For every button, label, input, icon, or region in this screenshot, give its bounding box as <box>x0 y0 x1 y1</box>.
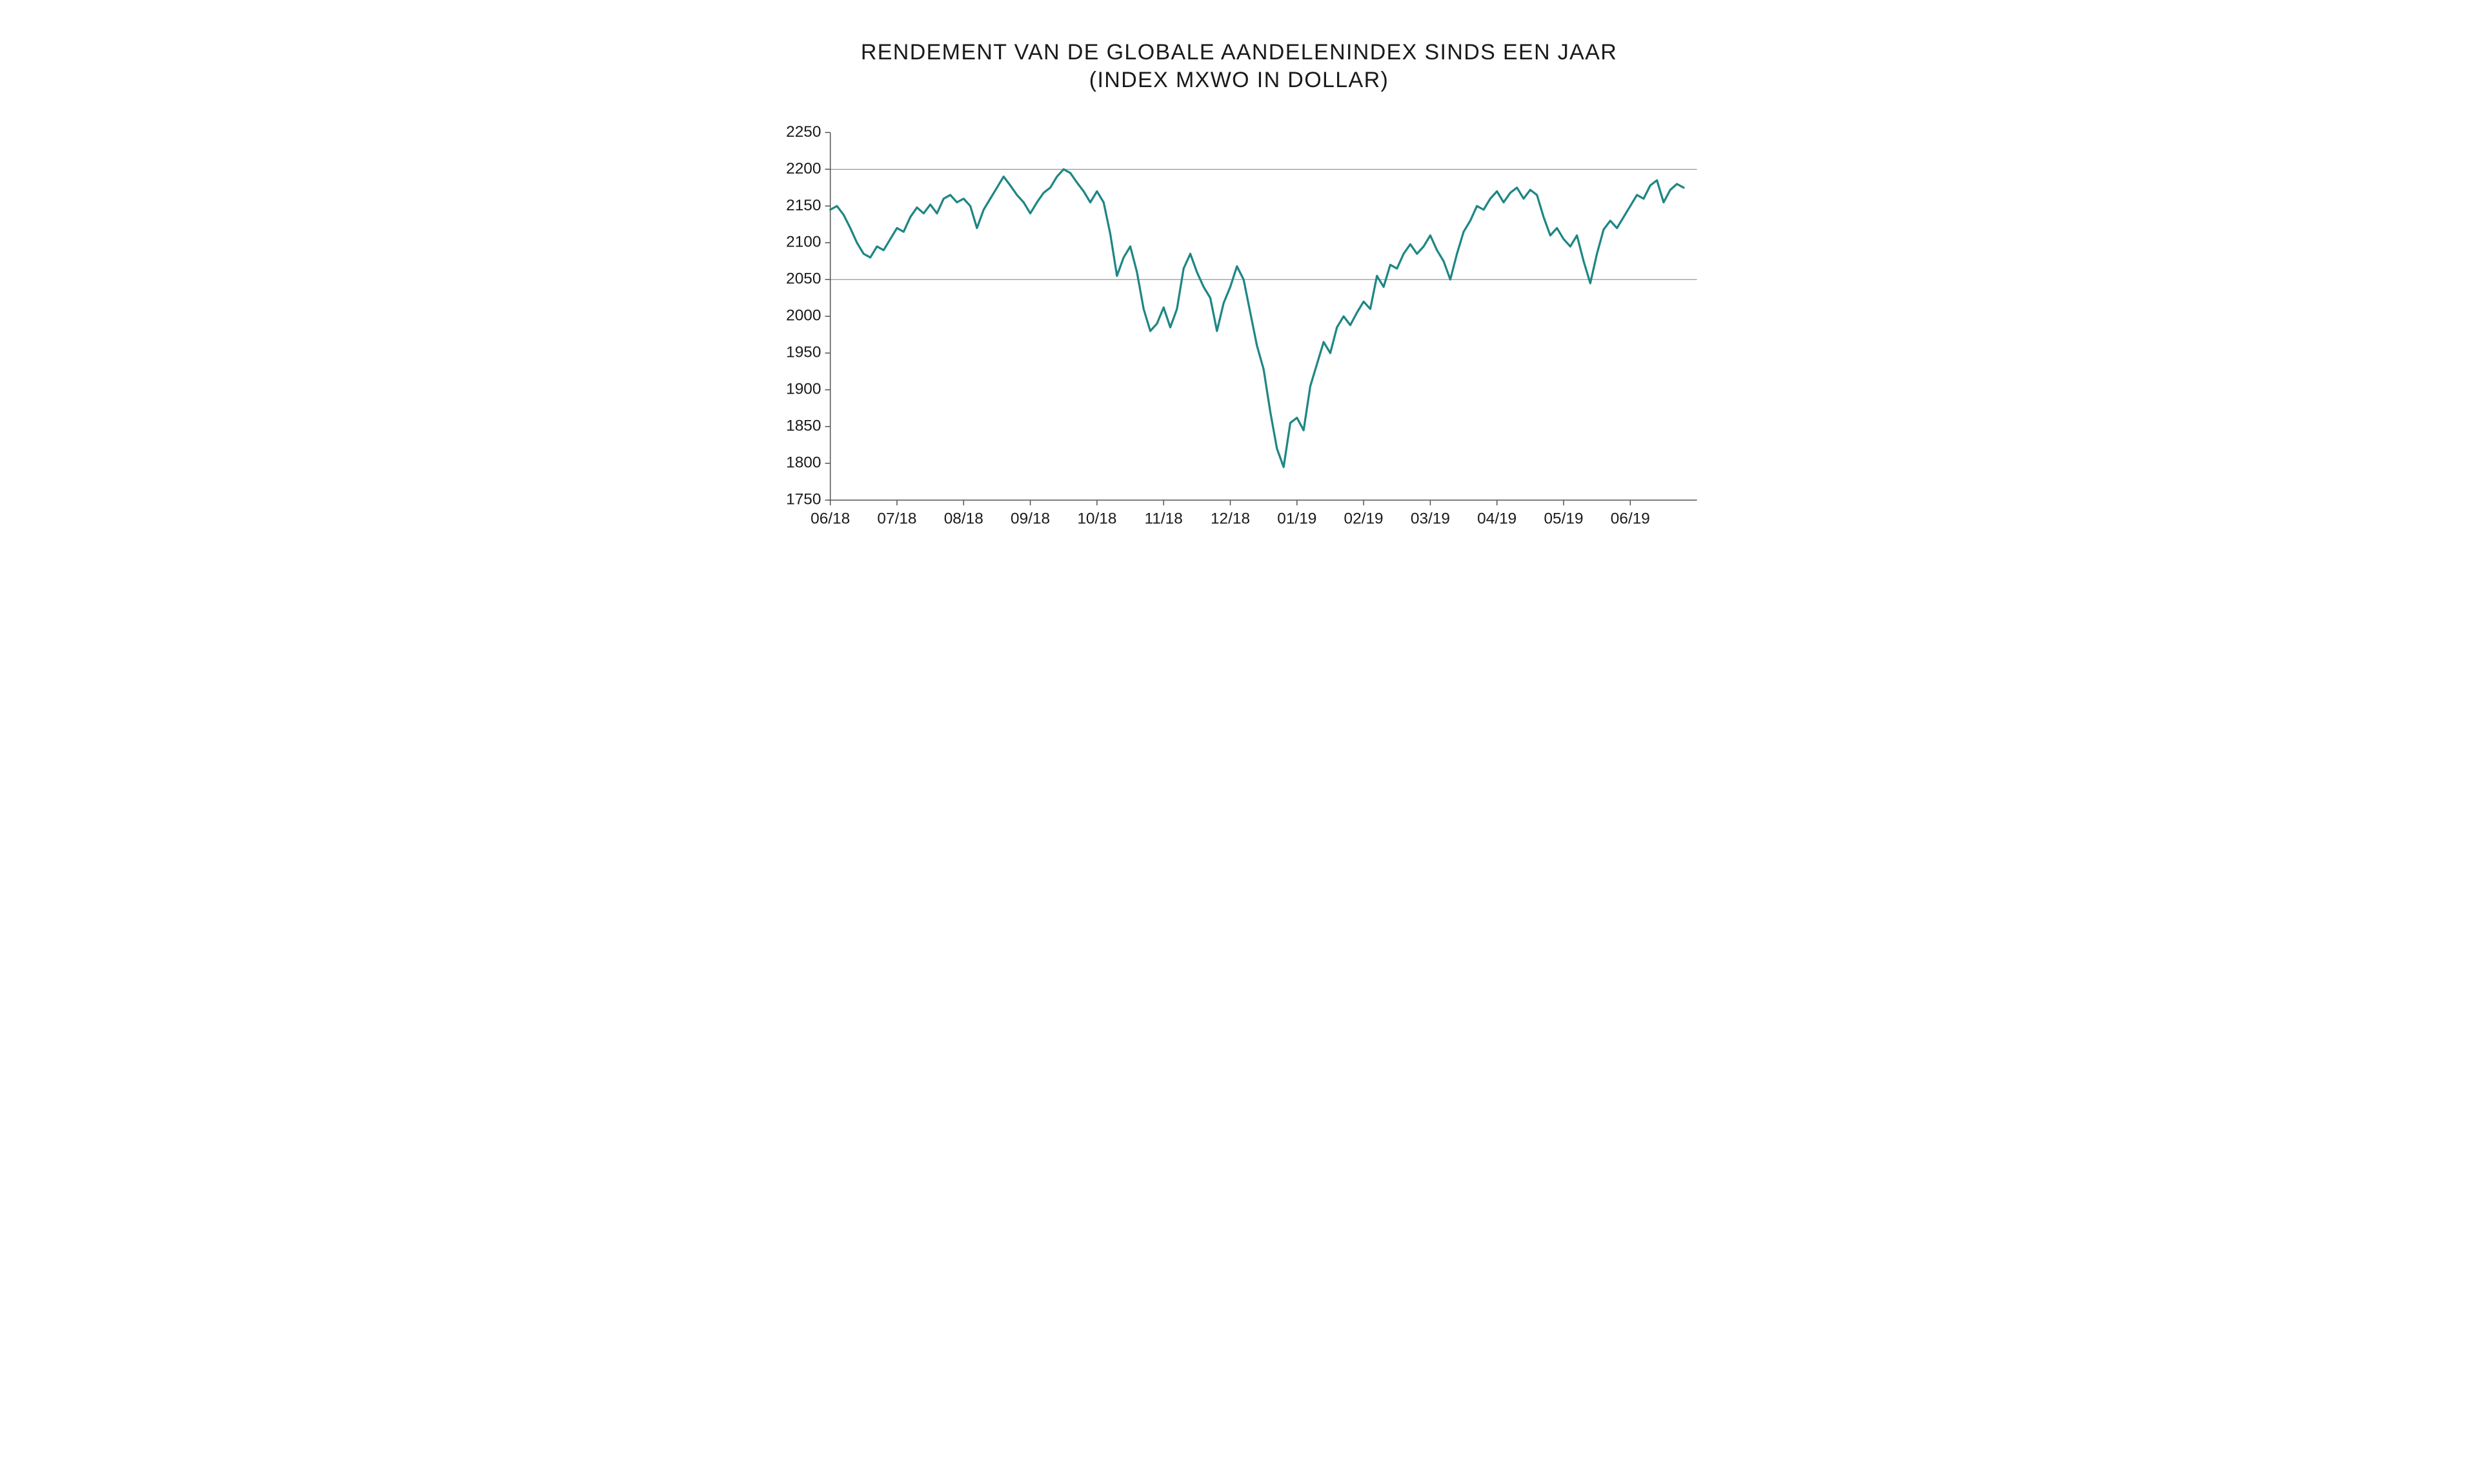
chart-svg: 1750 1800 1850 1900 1950 2000 2050 2100 2150 2200… <box>768 119 1710 539</box>
x-tick-label: 11/18 <box>1145 510 1183 528</box>
x-tick-label: 06/18 <box>811 510 850 528</box>
x-tick-label: 03/19 <box>1411 510 1450 528</box>
x-tick-label: 04/19 <box>1477 510 1516 528</box>
x-tick-label: 08/18 <box>944 510 983 528</box>
chart-title-line1: RENDEMENT VAN DE GLOBALE AANDELENINDEX S… <box>861 40 1617 65</box>
x-tick-label: 02/19 <box>1344 510 1384 528</box>
x-tick-label: 06/19 <box>1611 510 1650 528</box>
y-tick-label: 2000 <box>786 307 821 325</box>
y-tick-label: 2250 <box>786 123 821 141</box>
x-tick-label: 05/19 <box>1544 510 1583 528</box>
x-tick-label: 10/18 <box>1077 510 1116 528</box>
x-tick-label: 09/18 <box>1011 510 1050 528</box>
y-tick-label: 1950 <box>786 344 821 361</box>
y-tick-label: 1750 <box>786 491 821 508</box>
chart-title-line2: (INDEX MXWO IN DOLLAR) <box>1089 68 1389 92</box>
x-tick-label: 12/18 <box>1211 510 1250 528</box>
chart-title: RENDEMENT VAN DE GLOBALE AANDELENINDEX S… <box>768 39 1710 94</box>
x-tick-label: 07/18 <box>877 510 916 528</box>
y-tick-label: 1800 <box>786 454 821 472</box>
data-series-line <box>831 169 1684 466</box>
y-tick-label: 2200 <box>786 160 821 177</box>
y-tick-label: 1900 <box>786 381 821 398</box>
y-tick-label: 2050 <box>786 270 821 288</box>
y-tick-label: 2100 <box>786 234 821 251</box>
x-tick-label: 01/19 <box>1277 510 1316 528</box>
y-tick-label: 2150 <box>786 197 821 214</box>
line-chart: 1750 1800 1850 1900 1950 2000 2050 2100 2150 2200… <box>768 119 1710 539</box>
y-tick-label: 1850 <box>786 417 821 435</box>
